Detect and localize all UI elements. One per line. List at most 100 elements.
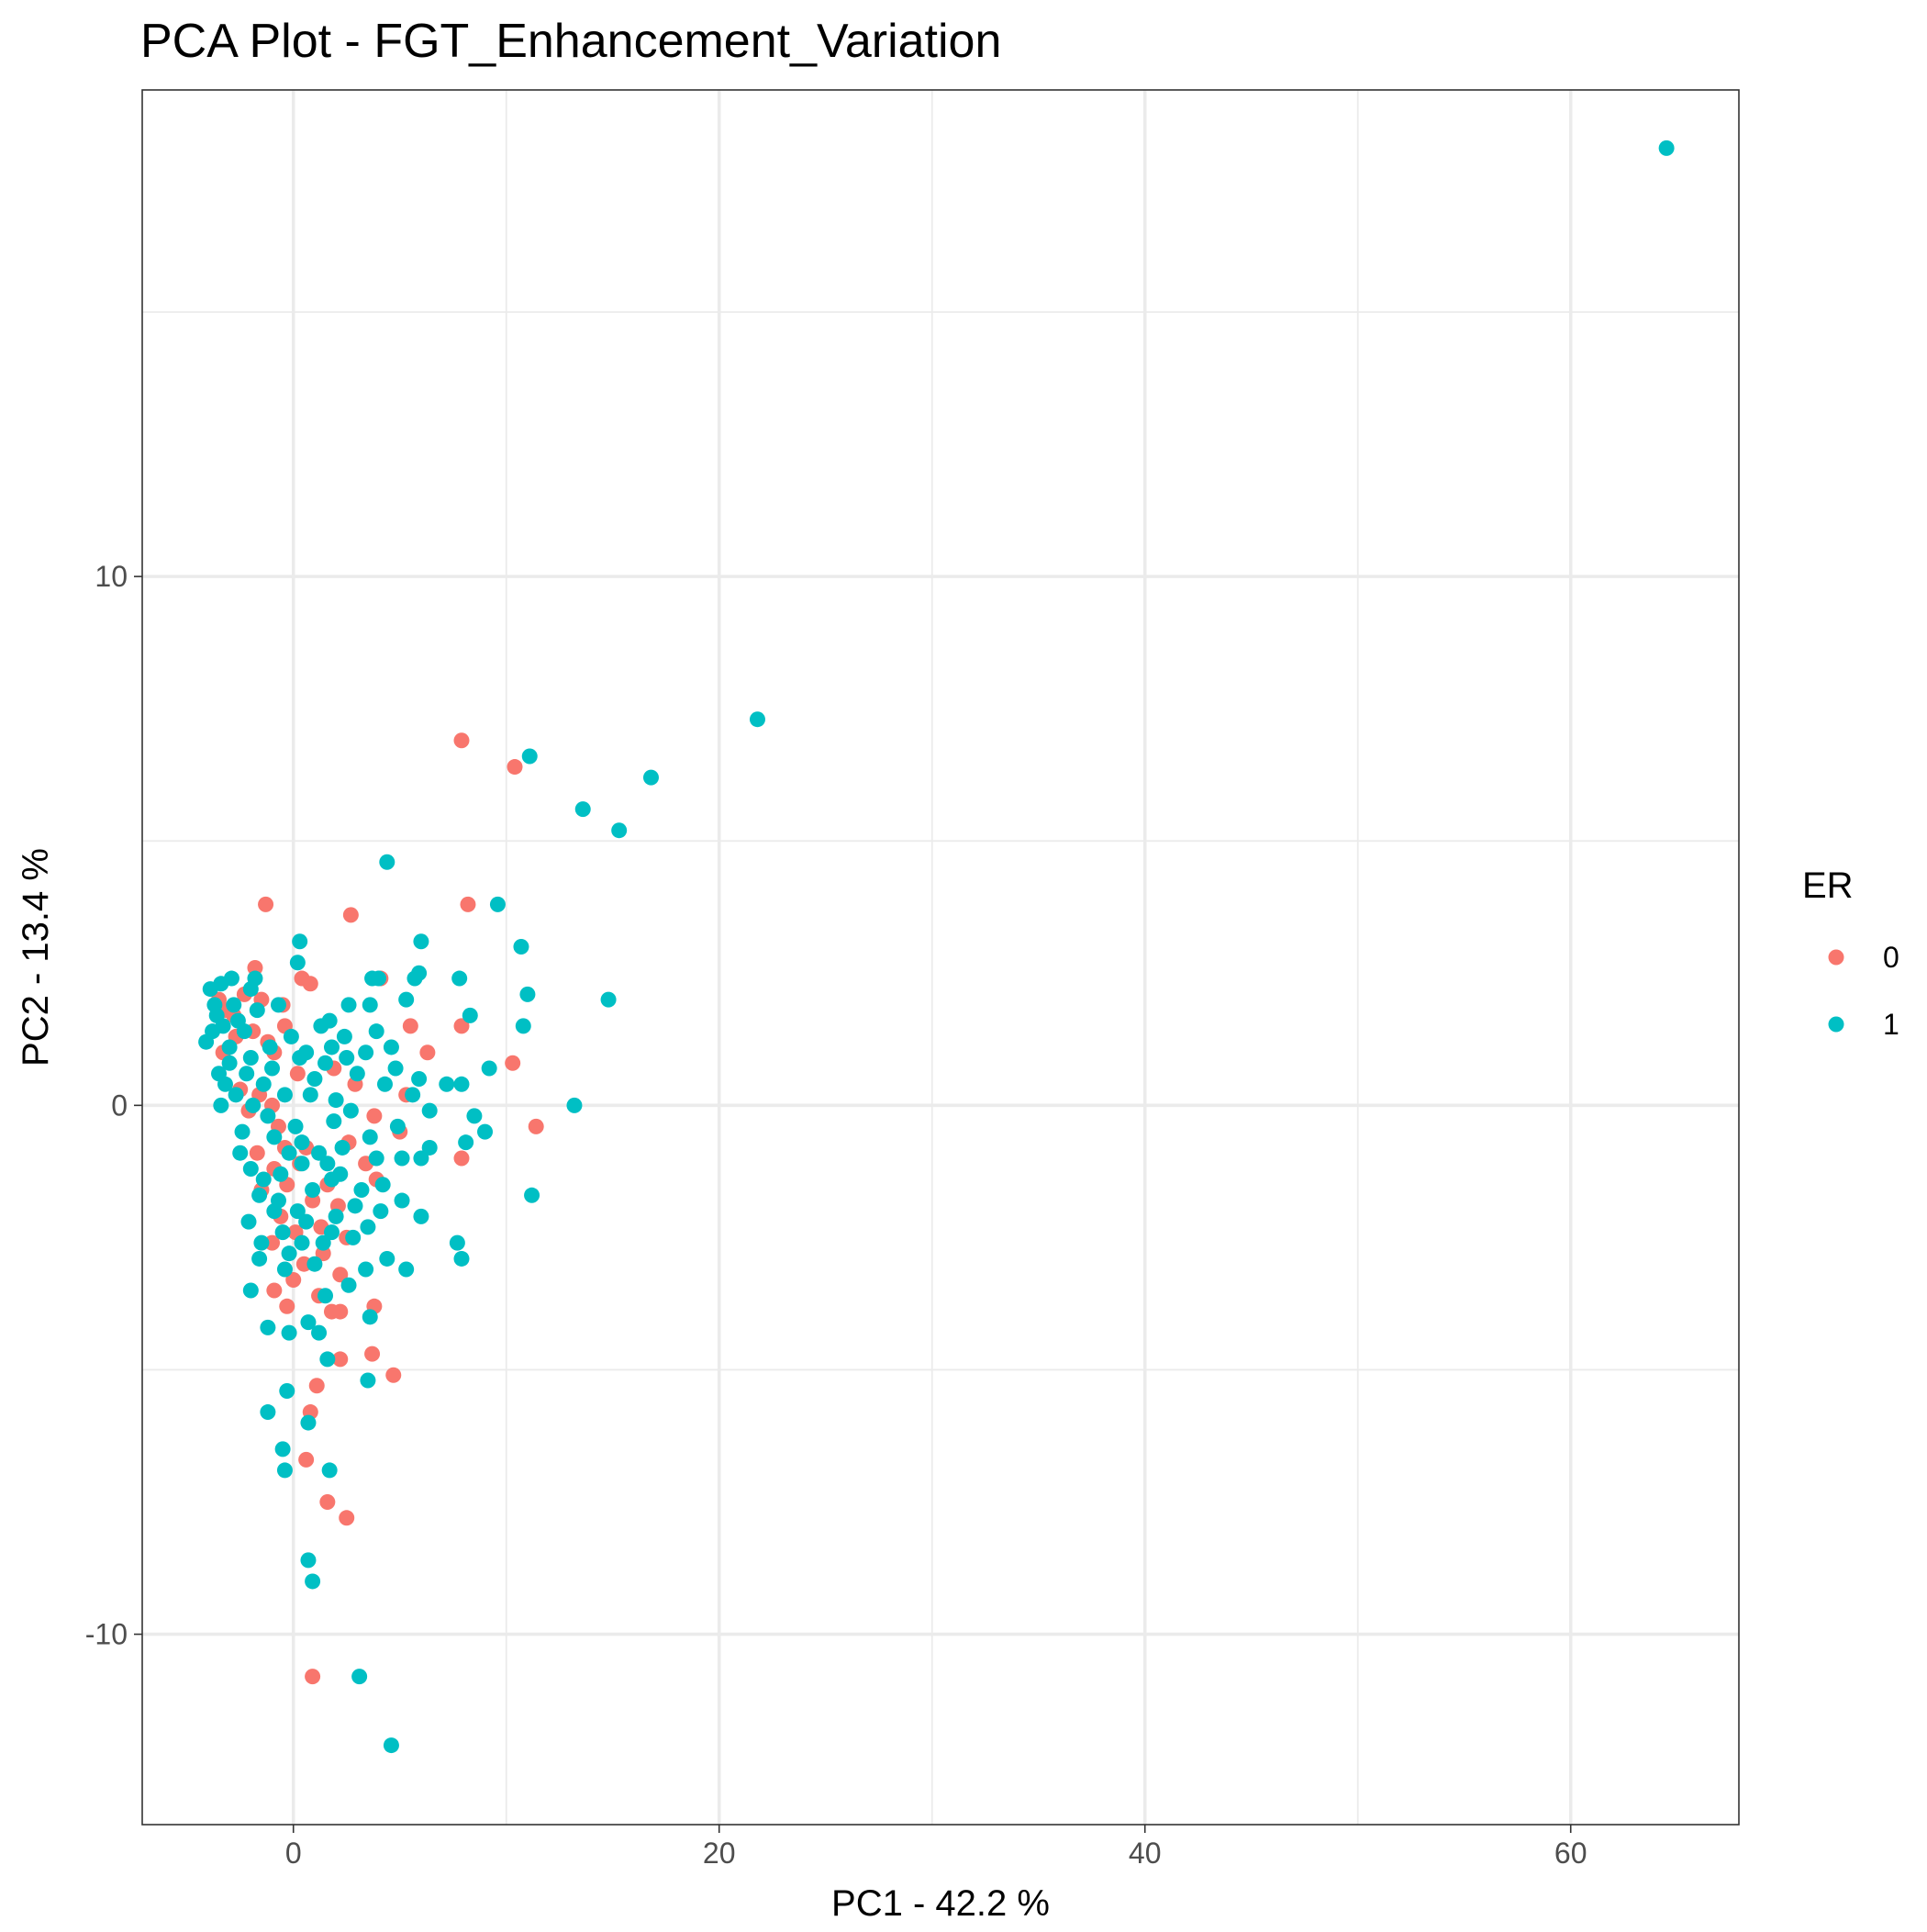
data-point: [279, 1383, 295, 1399]
data-point: [339, 1510, 355, 1526]
x-axis-title: PC1 - 42.2 %: [831, 1883, 1050, 1924]
data-point: [413, 1150, 429, 1167]
x-tick-label: 60: [1554, 1837, 1587, 1870]
data-point: [342, 1102, 359, 1119]
data-point: [402, 1018, 418, 1034]
data-point: [260, 1319, 276, 1335]
data-point: [315, 1234, 331, 1251]
data-point: [226, 997, 242, 1013]
data-point: [217, 1076, 233, 1092]
data-point: [251, 1250, 268, 1267]
data-point: [198, 1033, 215, 1050]
data-point: [294, 1234, 310, 1251]
data-point: [362, 997, 378, 1013]
data-point: [332, 1351, 349, 1368]
data-point: [376, 1076, 393, 1092]
data-point: [305, 1669, 321, 1685]
data-point: [305, 1573, 321, 1590]
data-point: [279, 1298, 295, 1314]
data-point: [379, 854, 395, 870]
legend-label-0: 0: [1883, 941, 1899, 974]
data-point: [453, 1250, 470, 1267]
data-point: [1658, 140, 1675, 156]
data-point: [253, 1234, 270, 1251]
x-axis-ticks: 0 20 40 60: [285, 1825, 1587, 1870]
data-point: [460, 896, 476, 912]
data-point: [240, 1213, 257, 1230]
data-point: [202, 981, 218, 998]
data-point: [323, 1224, 340, 1241]
data-point: [394, 1150, 410, 1167]
data-point: [407, 970, 423, 987]
data-point: [368, 1023, 384, 1040]
data-point: [274, 1224, 291, 1241]
data-point: [289, 1066, 306, 1082]
data-point: [342, 907, 359, 923]
data-point: [332, 1303, 349, 1320]
data-point: [345, 1229, 362, 1245]
data-point: [281, 1245, 297, 1262]
data-point: [308, 1378, 325, 1394]
data-point: [379, 1250, 395, 1267]
data-point: [311, 1324, 328, 1341]
data-point: [311, 1145, 328, 1161]
plot-panel-border: [141, 89, 1740, 1826]
data-point: [353, 1182, 370, 1199]
data-point: [419, 1044, 436, 1061]
data-point: [453, 1150, 470, 1167]
y-axis-ticks: -10 0 10: [85, 560, 142, 1651]
data-point: [371, 970, 387, 987]
data-point: [249, 1002, 265, 1019]
data-point: [276, 1462, 293, 1479]
data-point: [264, 1060, 281, 1077]
legend-title: ER: [1802, 865, 1854, 906]
data-point: [283, 1028, 299, 1044]
chart-title: PCA Plot - FGT_Enhancement_Variation: [140, 15, 1001, 68]
data-point: [287, 1118, 304, 1134]
data-point: [213, 1097, 229, 1113]
plot-panel: [142, 90, 1739, 1825]
data-point: [249, 1145, 265, 1161]
x-tick-label: 40: [1129, 1837, 1162, 1870]
data-point: [362, 1309, 378, 1325]
data-point: [332, 1166, 349, 1182]
data-point: [519, 986, 536, 1002]
data-point: [336, 1028, 352, 1044]
data-point: [458, 1134, 474, 1151]
data-point: [221, 1055, 238, 1071]
data-point: [239, 1066, 255, 1082]
x-tick-label: 20: [703, 1837, 736, 1870]
data-point: [302, 976, 318, 992]
y-tick-label: -10: [85, 1618, 128, 1651]
data-point: [298, 1451, 315, 1468]
data-point: [394, 1192, 410, 1209]
data-point: [289, 955, 306, 971]
data-point: [274, 1441, 291, 1457]
data-point: [413, 1208, 429, 1224]
data-point: [398, 1261, 415, 1278]
data-point: [215, 1018, 231, 1034]
data-point: [206, 997, 223, 1013]
data-point: [421, 1139, 438, 1156]
data-point: [305, 1182, 321, 1199]
y-tick-label: 10: [95, 560, 128, 593]
data-point: [362, 1129, 378, 1145]
data-point: [505, 1055, 521, 1071]
data-point: [611, 822, 628, 839]
data-point: [242, 981, 259, 998]
data-point: [281, 1145, 297, 1161]
data-point: [228, 1087, 244, 1103]
data-point: [306, 1071, 323, 1088]
data-point: [413, 933, 429, 950]
data-point: [266, 1282, 283, 1299]
data-point: [251, 1187, 268, 1203]
data-point: [234, 1123, 251, 1140]
data-point: [258, 896, 274, 912]
legend-key-0: [1828, 949, 1844, 966]
data-point: [421, 1102, 438, 1119]
data-point: [306, 1256, 323, 1272]
data-point: [221, 1039, 238, 1055]
data-point: [334, 1139, 351, 1156]
data-point: [319, 1351, 336, 1368]
data-point: [242, 1160, 259, 1177]
